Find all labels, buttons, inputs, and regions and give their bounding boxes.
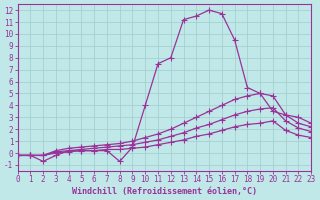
X-axis label: Windchill (Refroidissement éolien,°C): Windchill (Refroidissement éolien,°C) xyxy=(72,187,257,196)
